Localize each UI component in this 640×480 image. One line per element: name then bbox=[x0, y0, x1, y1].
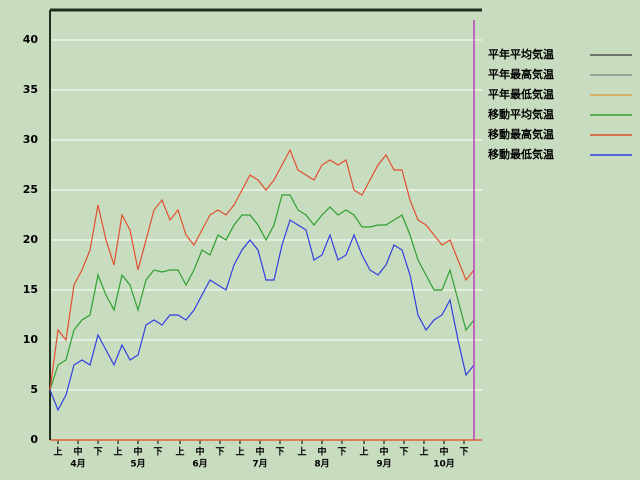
y-tick-label: 40 bbox=[23, 33, 39, 46]
x-tick-label: 下 bbox=[459, 447, 468, 458]
legend-label: 平年最低気温 bbox=[488, 87, 554, 101]
legend-label: 平年平均気温 bbox=[488, 47, 554, 61]
legend-label: 移動最高気温 bbox=[488, 127, 554, 141]
legend-label: 平年最高気温 bbox=[488, 67, 554, 81]
x-tick-label: 上 bbox=[175, 446, 184, 458]
x-tick-label: 上 bbox=[113, 446, 122, 458]
x-tick-label: 下 bbox=[399, 447, 408, 458]
x-tick-label: 中 bbox=[195, 446, 204, 458]
y-tick-label: 25 bbox=[23, 183, 38, 196]
x-tick-label: 上 bbox=[359, 446, 368, 458]
series-line bbox=[49, 194, 475, 391]
series-line bbox=[49, 219, 475, 412]
legend-label: 移動最低気温 bbox=[488, 147, 554, 161]
x-tick-label: 中 bbox=[255, 446, 264, 458]
y-tick-label: 15 bbox=[23, 283, 38, 296]
y-tick-label: 20 bbox=[23, 233, 39, 246]
x-tick-label: 上 bbox=[235, 446, 244, 458]
x-tick-label: 中 bbox=[379, 446, 388, 458]
month-label: 6月 bbox=[192, 459, 207, 470]
x-tick-label: 中 bbox=[73, 446, 82, 458]
month-label: 9月 bbox=[376, 459, 391, 470]
month-label: 5月 bbox=[130, 459, 145, 470]
month-label: 8月 bbox=[314, 459, 329, 470]
y-tick-label: 0 bbox=[30, 433, 38, 446]
series-line bbox=[49, 148, 475, 391]
y-tick-label: 35 bbox=[23, 83, 38, 96]
x-tick-label: 下 bbox=[153, 447, 162, 458]
x-tick-label: 中 bbox=[133, 446, 142, 458]
x-tick-label: 中 bbox=[439, 446, 448, 458]
x-tick-label: 下 bbox=[337, 447, 346, 458]
legend-label: 移動平均気温 bbox=[488, 107, 554, 121]
y-tick-label: 5 bbox=[30, 383, 38, 396]
month-label: 7月 bbox=[252, 459, 267, 470]
month-label: 10月 bbox=[433, 459, 455, 470]
x-tick-label: 下 bbox=[215, 447, 224, 458]
x-tick-label: 中 bbox=[317, 446, 326, 458]
x-tick-label: 上 bbox=[297, 446, 306, 458]
month-label: 4月 bbox=[70, 459, 85, 470]
x-tick-label: 下 bbox=[93, 447, 102, 458]
x-tick-label: 上 bbox=[53, 446, 62, 458]
x-tick-label: 上 bbox=[419, 446, 428, 458]
y-tick-label: 30 bbox=[23, 133, 39, 146]
y-tick-label: 10 bbox=[23, 333, 39, 346]
x-tick-label: 下 bbox=[275, 447, 284, 458]
